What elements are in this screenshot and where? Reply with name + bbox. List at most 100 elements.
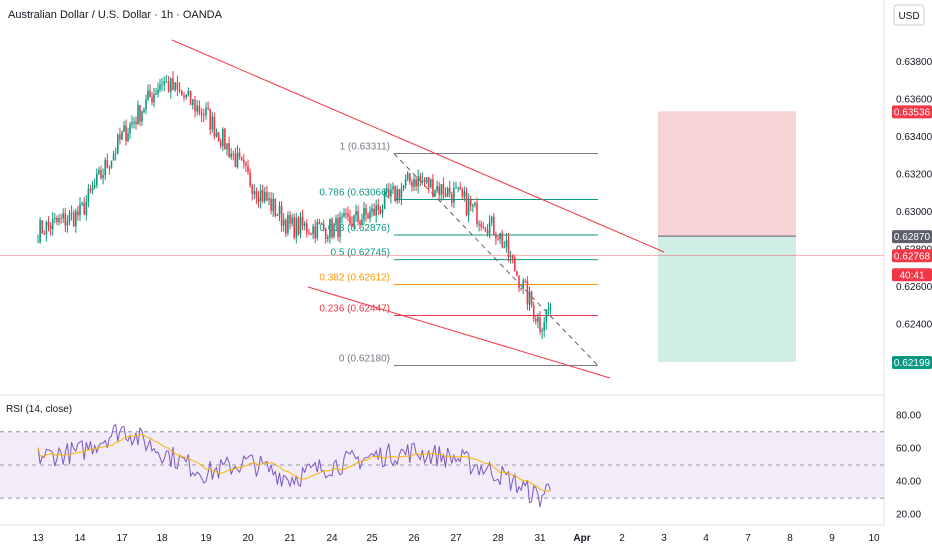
candle-body	[297, 218, 300, 235]
candle-body	[287, 215, 289, 234]
candle-body	[81, 202, 83, 205]
candle-body	[66, 221, 69, 226]
candle-body	[322, 223, 325, 229]
candles	[37, 71, 552, 339]
candle-body	[257, 197, 260, 202]
time-tick-label: 14	[74, 533, 86, 544]
candle-body	[396, 189, 398, 201]
candle-body	[58, 217, 60, 223]
candle-body	[474, 202, 476, 205]
candle-body	[369, 211, 371, 219]
candle-body	[308, 232, 310, 234]
candle-body	[451, 194, 453, 203]
candle-body	[291, 217, 293, 224]
candle-body	[347, 213, 349, 217]
candle-body	[70, 212, 73, 214]
candle-body	[306, 223, 308, 233]
price-axis[interactable]: 0.624000.626000.628000.630000.632000.634…	[896, 57, 932, 521]
candle-body	[501, 233, 503, 248]
candle-body	[442, 184, 445, 195]
candle-body	[196, 105, 198, 112]
candle-body	[167, 81, 170, 92]
chart-title: Australian Dollar / U.S. Dollar · 1h · O…	[8, 9, 223, 21]
candle-body	[359, 221, 361, 225]
position-tool[interactable]	[658, 111, 796, 362]
candle-body	[54, 218, 56, 220]
price-tag-target	[892, 355, 932, 369]
candle-body	[43, 233, 46, 235]
price-tag-label: 0.62768	[894, 251, 931, 262]
candle-body	[133, 121, 135, 123]
candle-body	[406, 173, 409, 180]
candle-body	[211, 116, 214, 130]
candle-body	[217, 132, 220, 142]
candle-body	[303, 223, 306, 226]
candle-body	[320, 223, 323, 225]
fib-level-label: 0.5 (0.62745)	[331, 248, 391, 259]
price-tag-label: 0.62199	[894, 358, 931, 369]
candle-body	[192, 99, 194, 105]
candle-body	[425, 177, 428, 183]
candle-body	[37, 241, 39, 243]
candle-body	[337, 218, 339, 237]
candle-body	[68, 213, 71, 222]
fib-level-label: 0 (0.62180)	[339, 354, 390, 365]
candle-body	[119, 134, 121, 140]
candle-body	[251, 185, 253, 194]
candle-body	[353, 215, 355, 227]
candle-body	[51, 218, 54, 230]
candle-body	[232, 153, 235, 155]
candle-body	[203, 114, 205, 116]
time-tick-label: 18	[156, 533, 168, 544]
candle-body	[335, 218, 337, 224]
candle-body	[465, 192, 468, 215]
candle-body	[170, 78, 172, 92]
candle-body	[264, 192, 266, 202]
candle-body	[106, 159, 109, 168]
price-tag-entry	[892, 230, 932, 244]
candle-body	[511, 256, 514, 259]
candle-body	[205, 107, 207, 116]
candle-body	[417, 176, 419, 187]
fibonacci-retracement[interactable]: 1 (0.63311) 0.786 (0.63066) 0.618 (0.62876…	[319, 142, 599, 367]
candle-body	[60, 217, 62, 219]
candle-body	[505, 239, 508, 248]
candle-body	[367, 214, 369, 219]
candle-body	[137, 105, 139, 125]
time-tick-label: 13	[32, 533, 44, 544]
trend-drawings[interactable]	[0, 39, 884, 379]
candle-body	[495, 235, 497, 239]
rsi-title: RSI (14, close)	[6, 404, 72, 415]
candle-body	[411, 182, 413, 187]
candle-body	[484, 228, 487, 231]
candle-body	[104, 159, 106, 176]
candle-body	[155, 93, 157, 95]
candle-body	[363, 207, 365, 220]
price-tags: 0.63536 0.62870 0.62768 40:41 0.62199	[892, 105, 932, 369]
candle-body	[398, 189, 401, 199]
rsi-ma-line	[37, 433, 551, 492]
time-axis[interactable]: 13 14 17 18 19 20 21 24 25 26 27 28 31 Apr 2 3 4 7 8 9 10	[32, 533, 880, 544]
candle-body	[198, 105, 201, 113]
candle-body	[213, 116, 216, 137]
candle-body	[329, 219, 331, 238]
currency-button[interactable]	[893, 4, 925, 26]
candle-body	[327, 237, 329, 239]
candle-body	[247, 165, 249, 173]
candle-body	[440, 184, 443, 195]
candle-body	[226, 143, 228, 150]
candle-body	[545, 310, 548, 323]
candle-body	[331, 219, 333, 237]
stop-loss-zone	[658, 111, 796, 237]
candle-body	[129, 124, 131, 134]
candle-body	[349, 216, 351, 224]
candle-body	[413, 179, 415, 187]
candle-body	[249, 172, 251, 186]
candle-body	[266, 192, 268, 201]
candle-body	[409, 173, 411, 183]
candle-body	[388, 190, 390, 197]
price-tag-last	[892, 249, 932, 263]
time-tick-label: 17	[116, 533, 128, 544]
